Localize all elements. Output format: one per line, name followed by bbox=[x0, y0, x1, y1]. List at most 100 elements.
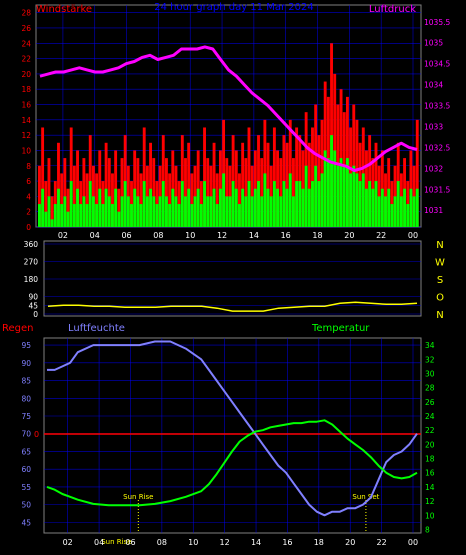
wind-mean-bar bbox=[279, 196, 283, 227]
wind-mean-bar bbox=[209, 196, 213, 227]
humidity-temperature-panel: Regen Luftfeuchte Temperatur Sun RiseSun… bbox=[2, 323, 435, 547]
wind-mean-bar bbox=[199, 204, 203, 227]
temperature-tick-label: 8 bbox=[425, 525, 430, 534]
wind-gust-bar bbox=[225, 158, 229, 227]
compass-label: W bbox=[435, 258, 445, 269]
wind-mean-bar bbox=[345, 158, 349, 227]
wind-tick-label: 6 bbox=[26, 177, 31, 186]
temperature-axis-ticks: 8 10 12 14 16 18 20 22 24 26 28 30 32 34 bbox=[425, 341, 435, 534]
temperature-polyline bbox=[46, 419, 418, 507]
compass-label: O bbox=[436, 293, 444, 304]
wind-x-tick-label: 08 bbox=[153, 231, 163, 240]
wind-mean-bar bbox=[326, 158, 330, 227]
wind-gust-bar bbox=[72, 165, 76, 227]
wind-gust-bar bbox=[215, 173, 219, 227]
wind-gust-bar bbox=[44, 181, 48, 227]
wind-gust-bar bbox=[50, 196, 54, 227]
wind-gust-bar bbox=[295, 127, 299, 227]
wind-mean-bar bbox=[285, 188, 289, 227]
wind-mean-bar bbox=[165, 196, 168, 227]
humidity-x-tick-label: 10 bbox=[188, 538, 198, 547]
wind-mean-bar bbox=[361, 173, 365, 227]
wind-tick-label: 0 bbox=[26, 223, 31, 232]
humidity-x-tick-label: 14 bbox=[251, 538, 261, 547]
chart-title: 24 hour graph day 11 Mar 2024 bbox=[154, 2, 313, 13]
wind-mean-bar bbox=[320, 173, 324, 227]
temperature-tick-label: 30 bbox=[425, 369, 435, 378]
wind-axis-label: Windstärke bbox=[36, 4, 92, 15]
wind-gust-bar bbox=[149, 142, 152, 227]
wind-mean-bar bbox=[238, 204, 241, 227]
temperature-tick-label: 24 bbox=[425, 412, 435, 421]
wind-gust-bar bbox=[272, 127, 276, 227]
wind-tick-label: 4 bbox=[26, 192, 31, 201]
wind-mean-bar bbox=[301, 188, 305, 227]
wind-mean-bar bbox=[130, 204, 133, 227]
humidity-x-tick-label: 12 bbox=[220, 538, 230, 547]
wind-mean-bar bbox=[215, 204, 219, 227]
wind-mean-bar bbox=[38, 204, 41, 227]
wind-mean-bar bbox=[323, 150, 327, 227]
rain-axis-label: Regen bbox=[2, 323, 34, 334]
wind-tick-label: 10 bbox=[21, 146, 31, 155]
wind-mean-bar bbox=[225, 196, 229, 227]
wind-mean-bar bbox=[180, 181, 184, 227]
sun-annotation-label: Sun Rise bbox=[101, 538, 131, 546]
humidity-tick-label: 60 bbox=[21, 465, 31, 474]
wind-mean-bar bbox=[272, 181, 276, 227]
wind-mean-bar bbox=[76, 188, 79, 227]
wind-gust-bar bbox=[38, 165, 41, 227]
pressure-tick-label: 1035 bbox=[424, 39, 443, 48]
compass-label: N bbox=[436, 310, 443, 321]
wind-mean-bar bbox=[47, 196, 51, 227]
wind-mean-bar bbox=[374, 181, 378, 227]
wind-gust-bar bbox=[104, 142, 108, 227]
wind-mean-bar bbox=[79, 204, 83, 227]
wind-mean-bars bbox=[38, 135, 419, 227]
wind-tick-label: 18 bbox=[21, 85, 31, 94]
wind-mean-bar bbox=[212, 188, 216, 227]
wind-mean-bar bbox=[63, 196, 67, 227]
wind-gust-bar bbox=[279, 158, 283, 227]
rain-zero-label: 0 bbox=[34, 430, 39, 439]
wind-tick-label: 26 bbox=[21, 24, 31, 33]
wind-mean-bar bbox=[282, 181, 286, 227]
humidity-plot-frame bbox=[43, 337, 422, 534]
wind-mean-bar bbox=[387, 188, 391, 227]
direction-tick-label: 360 bbox=[24, 240, 39, 249]
wind-mean-bar bbox=[184, 196, 187, 227]
wind-mean-bar bbox=[355, 173, 359, 227]
wind-gust-bar bbox=[168, 173, 172, 227]
wind-tick-label: 12 bbox=[21, 131, 31, 140]
wind-mean-bar bbox=[53, 204, 57, 227]
wind-tick-label: 14 bbox=[21, 116, 31, 125]
wind-mean-bar bbox=[298, 181, 302, 227]
temperature-axis-label: Temperatur bbox=[311, 323, 370, 334]
wind-mean-bar bbox=[161, 181, 165, 227]
pressure-tick-label: 1033.5 bbox=[424, 102, 450, 111]
wind-gust-bar bbox=[307, 142, 311, 227]
wind-mean-bar bbox=[187, 188, 191, 227]
wind-mean-bar bbox=[117, 211, 121, 227]
humidity-x-tick-label: 02 bbox=[63, 538, 73, 547]
humidity-x-tick-label: 08 bbox=[157, 538, 167, 547]
pressure-line bbox=[39, 45, 418, 172]
direction-polyline bbox=[47, 301, 418, 312]
wind-x-tick-label: 20 bbox=[344, 231, 354, 240]
wind-x-ticks: 02 04 06 08 10 12 14 16 18 20 22 00 bbox=[58, 231, 418, 240]
wind-mean-bar bbox=[60, 204, 64, 227]
humidity-tick-label: 50 bbox=[21, 501, 31, 510]
temperature-tick-label: 20 bbox=[425, 440, 435, 449]
wind-mean-bar bbox=[269, 196, 273, 227]
wind-mean-bar bbox=[123, 181, 127, 227]
wind-gust-bar bbox=[82, 158, 86, 227]
wind-mean-bar bbox=[149, 188, 152, 227]
wind-gust-bar bbox=[266, 142, 270, 227]
wind-gust-bar bbox=[120, 158, 124, 227]
sun-annotation-label: Sun Set bbox=[352, 493, 379, 501]
temperature-tick-label: 22 bbox=[425, 426, 435, 435]
direction-grid bbox=[44, 243, 421, 315]
wind-mean-bar bbox=[158, 196, 162, 227]
